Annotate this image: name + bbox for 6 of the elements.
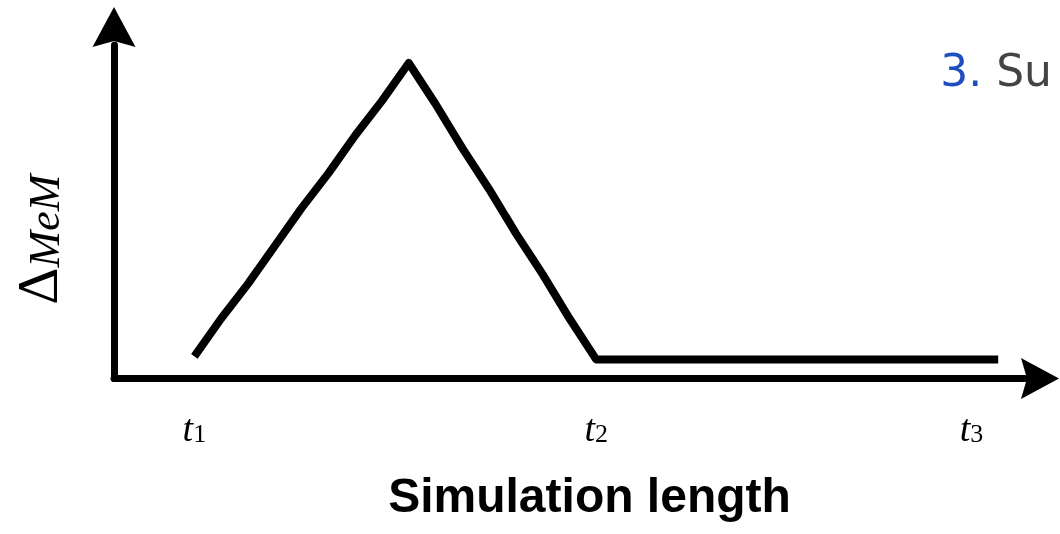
y-axis-title: ΔMeM bbox=[4, 172, 70, 305]
annotation: 3. Su bbox=[940, 44, 1053, 96]
x-tick-label: t1 bbox=[182, 406, 207, 449]
x-axis-title: Simulation length bbox=[388, 469, 791, 522]
x-tick-label: t3 bbox=[959, 406, 984, 449]
x-tick-label: t2 bbox=[584, 406, 609, 449]
